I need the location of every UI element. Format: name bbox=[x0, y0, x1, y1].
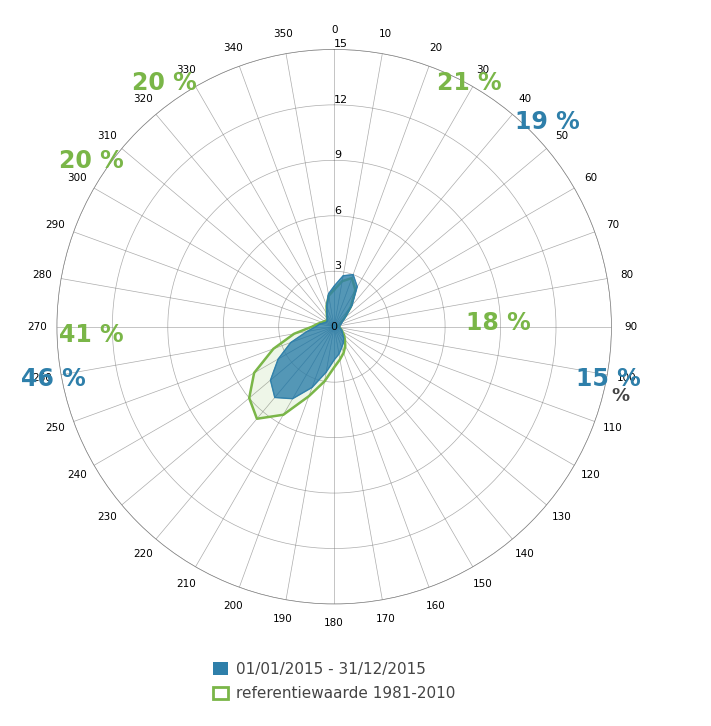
Text: %: % bbox=[611, 387, 629, 404]
Polygon shape bbox=[270, 274, 358, 399]
Text: 20 %: 20 % bbox=[132, 71, 196, 96]
Text: 41 %: 41 % bbox=[59, 323, 124, 348]
Text: 46 %: 46 % bbox=[21, 367, 86, 391]
Text: 15 %: 15 % bbox=[576, 367, 641, 391]
Text: 0: 0 bbox=[331, 322, 338, 332]
Text: 18 %: 18 % bbox=[466, 311, 530, 335]
Polygon shape bbox=[249, 278, 356, 419]
Text: 21 %: 21 % bbox=[437, 71, 502, 96]
Legend: 01/01/2015 - 31/12/2015, referentiewaarde 1981-2010: 01/01/2015 - 31/12/2015, referentiewaard… bbox=[207, 656, 461, 707]
Text: 19 %: 19 % bbox=[515, 110, 580, 134]
Text: 20 %: 20 % bbox=[59, 149, 124, 174]
